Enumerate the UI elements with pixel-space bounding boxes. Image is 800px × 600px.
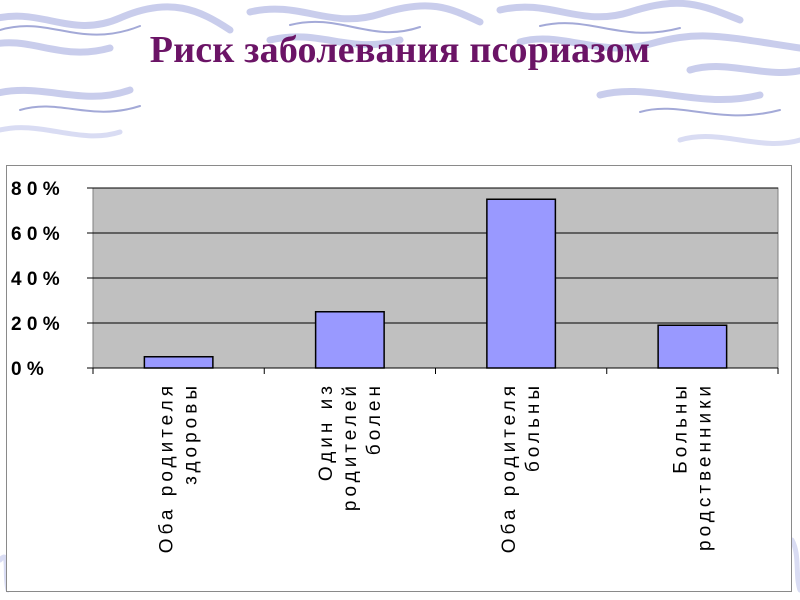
bar-chart: 0 %2 0 %4 0 %6 0 %8 0 % Оба родителя здор… [11, 179, 779, 553]
bar [486, 198, 557, 369]
x-category-label: Больны родственники [670, 382, 715, 551]
x-category-label-line: Оба родителя [157, 382, 178, 553]
x-category-label: Оба родителя больны [499, 382, 544, 553]
x-category-label-line: Больны [670, 382, 691, 474]
bar [143, 356, 214, 369]
x-category-label-line: болен [364, 382, 385, 455]
chart-area: 0 % 2 0 % 4 0 % 6 0 % 8 0 % Оба родителя здор… [6, 165, 792, 592]
y-tick-label: 2 0 % [11, 314, 60, 335]
bar [314, 311, 385, 369]
slide-title: Риск заболевания псориазом [149, 29, 651, 71]
x-category-label-line: родителей [340, 382, 361, 511]
x-category-label: Один из родителей болен [316, 382, 385, 511]
y-tick-label: 8 0 % [11, 179, 60, 200]
x-category-label-line: Оба родителя [499, 382, 520, 553]
x-category-label: Оба родителя здоровы [157, 382, 202, 553]
y-tick-label: 0 % [11, 359, 44, 380]
y-tick-label: 4 0 % [11, 269, 60, 290]
bar [657, 324, 728, 369]
x-category-label-line: Один из [316, 382, 337, 481]
x-category-label-line: здоровы [181, 382, 202, 485]
x-category-label-line: родственники [694, 382, 715, 551]
y-tick-label: 6 0 % [11, 224, 60, 245]
x-category-label-line: больны [523, 382, 544, 472]
